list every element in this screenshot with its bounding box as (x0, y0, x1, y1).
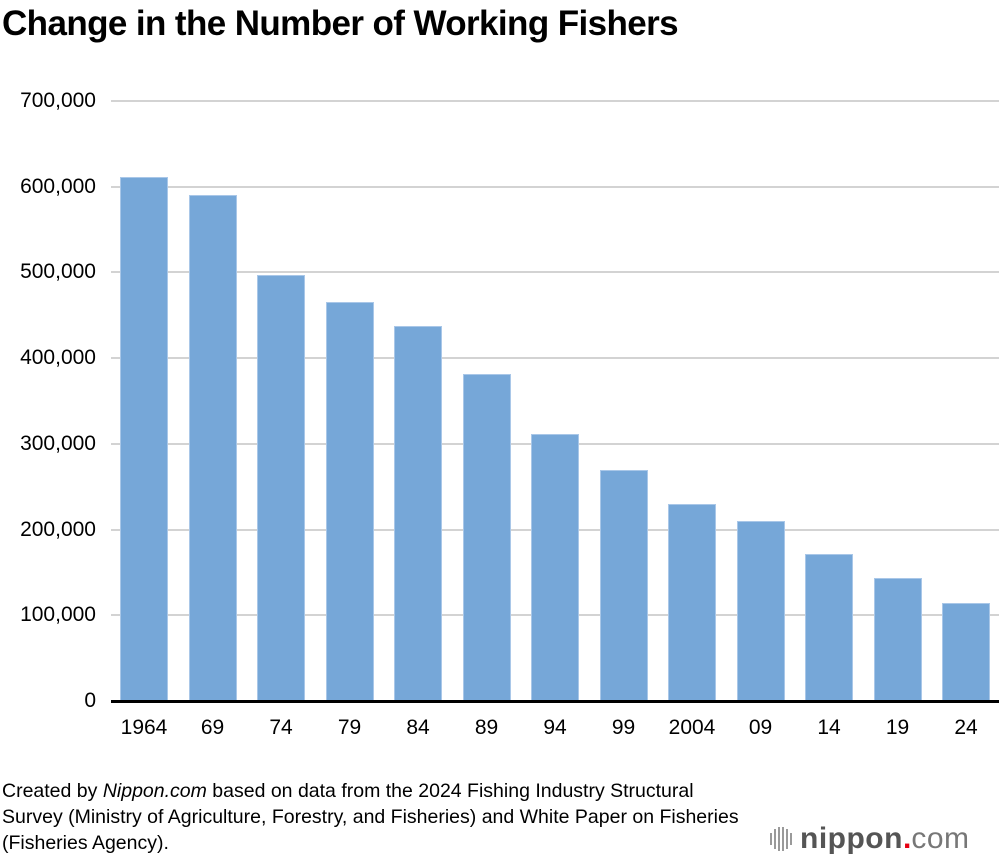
striped-circle-icon (770, 827, 792, 851)
y-tick-label: 600,000 (20, 174, 96, 198)
y-tick-label: 400,000 (20, 346, 96, 370)
bar-2004 (668, 503, 716, 701)
x-tick-label: 09 (748, 716, 773, 739)
bar-89 (462, 374, 511, 701)
y-tick-label: 0 (84, 689, 96, 712)
x-tick-label: 14 (817, 716, 841, 739)
bar-94 (531, 433, 579, 701)
x-tick-label: 69 (200, 716, 225, 739)
x-tick-label: 2004 (668, 716, 716, 739)
bar-84 (394, 326, 442, 701)
x-tick-label: 89 (474, 716, 499, 739)
bar-24 (942, 603, 990, 701)
x-tick-label: 79 (337, 716, 362, 739)
y-tick-label: 700,000 (20, 89, 96, 112)
y-tick-label: 200,000 (20, 517, 96, 541)
x-tick-label: 19 (885, 716, 910, 739)
gridline (111, 185, 999, 188)
y-tick-label: 300,000 (20, 431, 96, 455)
x-tick-label: 24 (954, 716, 978, 739)
x-axis-line (111, 700, 999, 703)
source-name: Nippon.com (102, 780, 207, 802)
x-tick-label: 99 (611, 716, 636, 739)
y-tick-label: 100,000 (20, 603, 96, 627)
bar-14 (805, 553, 853, 701)
gridline (111, 357, 999, 360)
bar-99 (599, 470, 648, 701)
bar-74 (257, 275, 305, 701)
source-note: Created by Nippon.com based on data from… (2, 778, 742, 856)
chart-title: Change in the Number of Working Fishers (2, 4, 679, 43)
x-tick-label: 74 (269, 716, 293, 739)
logo-tld: com (911, 822, 970, 855)
x-tick-label: 1964 (120, 716, 168, 739)
bar-79 (325, 301, 374, 701)
x-tick-label: 94 (543, 716, 567, 739)
bar-69 (188, 195, 237, 701)
bar-chart: 0 100,000 200,000 300,000 400,000 500,000 600,… (20, 89, 999, 739)
nippon-logo: nippon. com (770, 822, 970, 855)
x-tick-label: 84 (406, 716, 430, 739)
source-suffix: based on data from the 2024 Fishing Indu… (2, 780, 739, 854)
gridline (111, 100, 999, 102)
gridline (111, 271, 999, 274)
bar-19 (873, 577, 922, 701)
source-prefix: Created by (2, 780, 103, 802)
logo-dot: . (902, 822, 912, 855)
logo-wordmark: nippon (800, 822, 903, 855)
bar-09 (736, 521, 785, 701)
y-tick-label: 500,000 (20, 260, 96, 284)
bar-1964 (120, 177, 168, 701)
